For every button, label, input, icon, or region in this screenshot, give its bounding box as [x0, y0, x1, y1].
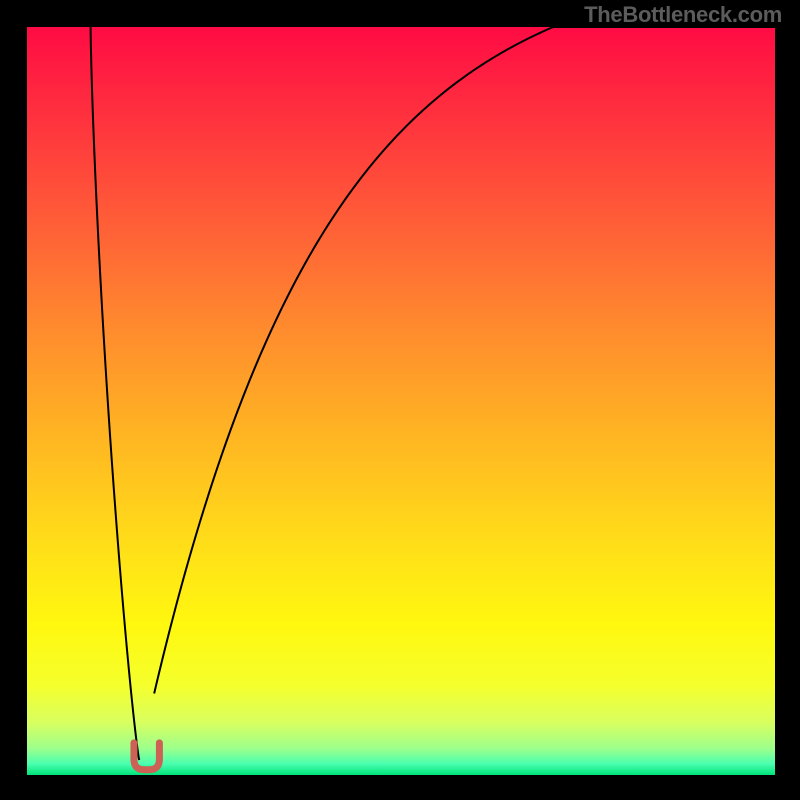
watermark-text: TheBottleneck.com [584, 2, 782, 28]
bottleneck-plot [27, 27, 775, 775]
plot-svg [27, 27, 775, 775]
plot-background [27, 27, 775, 775]
chart-container: TheBottleneck.com [0, 0, 800, 800]
